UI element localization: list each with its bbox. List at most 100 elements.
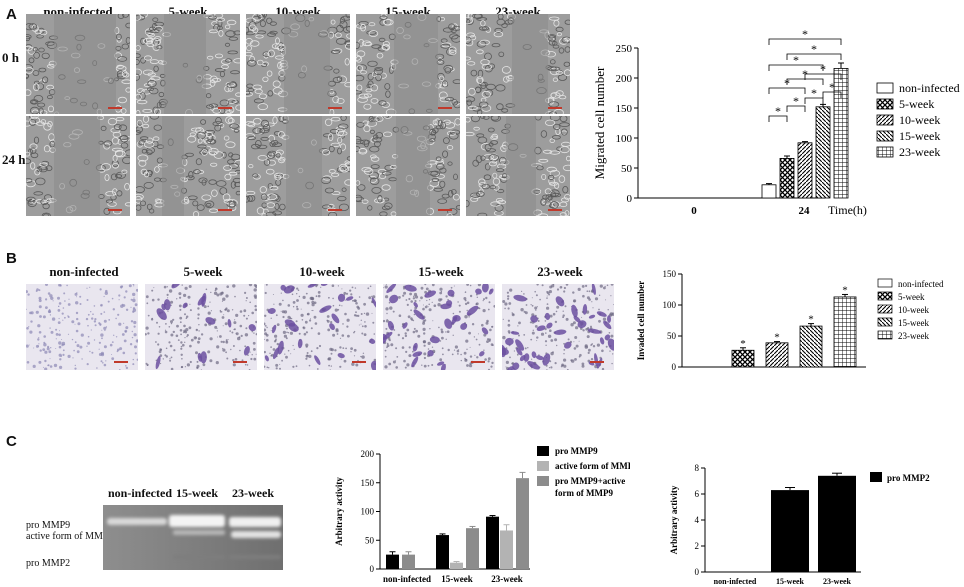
pore bbox=[388, 362, 392, 366]
pore bbox=[245, 327, 248, 330]
cell bbox=[221, 64, 229, 70]
pore bbox=[520, 308, 524, 312]
cell bbox=[372, 137, 383, 143]
pore bbox=[532, 329, 534, 331]
pore bbox=[37, 324, 41, 328]
pore bbox=[87, 324, 89, 327]
cell bbox=[235, 104, 240, 111]
pore bbox=[224, 322, 228, 326]
cell bbox=[136, 129, 142, 135]
pore bbox=[57, 309, 61, 312]
pore bbox=[61, 339, 63, 340]
panel-label-b: B bbox=[6, 250, 17, 267]
cell bbox=[105, 191, 117, 197]
cell bbox=[432, 119, 438, 125]
cell bbox=[478, 182, 488, 189]
pore bbox=[29, 330, 33, 334]
pore bbox=[605, 299, 607, 301]
cell bbox=[476, 133, 485, 138]
cell bbox=[26, 73, 30, 79]
pore bbox=[43, 343, 47, 347]
pore bbox=[178, 304, 182, 308]
pore bbox=[468, 316, 470, 318]
cell bbox=[483, 154, 494, 161]
cell bbox=[227, 50, 238, 55]
pore bbox=[147, 314, 150, 317]
significance-star: * bbox=[793, 94, 799, 108]
pore bbox=[486, 340, 489, 343]
cell bbox=[356, 50, 366, 58]
pore bbox=[58, 302, 62, 305]
cell bbox=[43, 122, 52, 131]
pore bbox=[464, 291, 467, 293]
pore bbox=[44, 367, 48, 370]
pore bbox=[410, 317, 413, 320]
pore bbox=[132, 298, 136, 303]
pore bbox=[177, 339, 180, 341]
pore bbox=[584, 344, 588, 348]
cell bbox=[34, 29, 42, 35]
cell bbox=[28, 148, 33, 155]
pore bbox=[295, 320, 298, 323]
pore bbox=[548, 367, 551, 369]
cell bbox=[103, 207, 111, 216]
x-tick-label-23-week: 23-week bbox=[823, 577, 852, 586]
pore bbox=[264, 338, 266, 340]
cell bbox=[378, 37, 386, 43]
pore bbox=[243, 309, 247, 313]
cell bbox=[361, 40, 372, 47]
pore bbox=[386, 319, 388, 321]
cell bbox=[273, 130, 281, 136]
cell bbox=[209, 75, 218, 84]
pore bbox=[440, 330, 444, 334]
pore bbox=[488, 301, 491, 304]
pore bbox=[530, 338, 533, 341]
pore bbox=[310, 318, 311, 320]
cell bbox=[450, 28, 457, 34]
pore bbox=[38, 343, 40, 345]
cell bbox=[156, 45, 163, 50]
pore bbox=[186, 363, 190, 367]
invaded-cell bbox=[197, 352, 203, 362]
cell bbox=[447, 145, 454, 150]
cell bbox=[479, 39, 490, 46]
cell bbox=[275, 55, 284, 60]
pore bbox=[248, 315, 250, 317]
significance-star: * bbox=[808, 314, 814, 326]
cell bbox=[338, 163, 348, 172]
cell bbox=[360, 139, 371, 145]
pore bbox=[86, 363, 89, 366]
cell bbox=[277, 131, 285, 138]
cell bbox=[262, 51, 271, 57]
pore bbox=[404, 334, 408, 338]
pore bbox=[341, 334, 345, 337]
significance-bracket bbox=[786, 53, 842, 60]
cell bbox=[189, 132, 196, 137]
pore bbox=[37, 338, 40, 341]
pore bbox=[222, 297, 226, 301]
pore bbox=[487, 360, 490, 363]
pore bbox=[75, 311, 79, 315]
pore bbox=[574, 336, 578, 339]
pore bbox=[170, 320, 173, 324]
pore bbox=[207, 311, 211, 315]
cell bbox=[542, 194, 550, 200]
pore bbox=[155, 341, 157, 343]
pore bbox=[388, 301, 391, 304]
pore bbox=[451, 353, 454, 356]
pore bbox=[74, 292, 78, 296]
legend-label-10-week: 10-week bbox=[899, 113, 940, 127]
cell bbox=[124, 202, 130, 207]
pore bbox=[345, 347, 347, 350]
cell bbox=[475, 155, 483, 163]
cell bbox=[549, 169, 561, 177]
cell bbox=[218, 29, 224, 37]
pore bbox=[588, 348, 591, 352]
pore bbox=[49, 365, 53, 368]
cell bbox=[210, 162, 218, 167]
cell bbox=[117, 56, 128, 62]
legend-swatch-5-week bbox=[877, 291, 893, 301]
bar-active-form-of-mmp9-15-week bbox=[450, 562, 463, 569]
pore bbox=[358, 296, 361, 298]
